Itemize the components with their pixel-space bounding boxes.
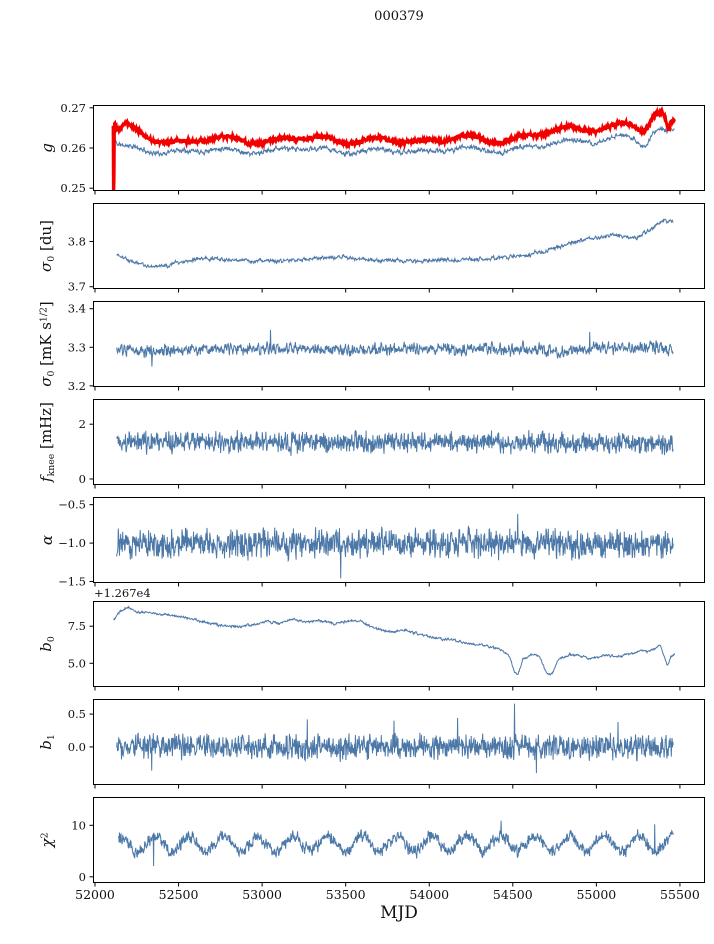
subplot-sigma0-du: σ0 [du] 3.7 3.8 xyxy=(37,203,705,294)
y-tick-label: 3.4 xyxy=(68,302,86,316)
y-axis-label-g: g xyxy=(38,143,56,153)
y-tick-label: 2 xyxy=(79,417,86,431)
y-tick-label: 0.25 xyxy=(60,181,86,195)
subplot-chi2: χ2 0 10 52000 52500 53000 53500 54000 54500 5500… xyxy=(38,797,705,902)
y-tick-label: −1.5 xyxy=(58,574,86,588)
y-axis-label-chi2: χ2 xyxy=(38,832,56,848)
y-tick-label: −1.0 xyxy=(58,536,86,550)
y-tick-label: 0 xyxy=(79,870,86,884)
x-tick-label: 52000 xyxy=(75,887,115,902)
x-tick-label: 55000 xyxy=(576,887,616,902)
y-tick-label: 10 xyxy=(71,818,86,832)
y-axis-label-fknee: fknee [mHz] xyxy=(37,402,57,482)
subplot-b1: b1 0.0 0.5 xyxy=(37,699,705,789)
series-b1 xyxy=(116,703,674,774)
y-tick-label: 3.3 xyxy=(68,340,86,354)
x-tick-label: 54500 xyxy=(493,887,533,902)
plot-area-b1: 0.0 0.5 xyxy=(68,699,705,789)
series-g-raw xyxy=(113,125,675,158)
y-axis-label-sigma0-du: σ0 [du] xyxy=(37,220,57,272)
y-axis-label-sigma0-mks: σ0 [mK s1/2] xyxy=(37,301,57,387)
subplot-sigma0-mks: σ0 [mK s1/2] 3.2 3.3 3.4 xyxy=(37,301,705,393)
x-tick-label: 52500 xyxy=(159,887,199,902)
series-chi2 xyxy=(117,820,674,867)
x-tick-label: 53500 xyxy=(326,887,366,902)
y-tick-label: −0.5 xyxy=(58,498,86,512)
plot-area-b0: 5.0 7.5 xyxy=(68,601,705,691)
y-axis-label-b0: b0 xyxy=(37,636,57,652)
y-tick-label: 3.2 xyxy=(68,379,86,393)
subplot-alpha: α −0.5 −1.0 −1.5 xyxy=(38,497,705,588)
series-sigma0-du xyxy=(116,218,674,269)
series-sigma0-mks xyxy=(116,329,674,367)
series-alpha xyxy=(116,513,674,579)
series-fknee xyxy=(116,429,674,456)
figure-title: 000379 xyxy=(374,9,424,24)
y-axis-label-b1: b1 xyxy=(37,734,57,750)
subplot-g: g 0.25 0.26 0.27 xyxy=(38,101,705,195)
plot-area-fknee: 02 xyxy=(79,399,705,489)
series-b0 xyxy=(113,605,676,676)
x-tick-label: 53000 xyxy=(242,887,282,902)
y-tick-label: 0.5 xyxy=(68,707,86,721)
y-axis-label-alpha: α xyxy=(38,534,56,546)
y-tick-label: 3.7 xyxy=(68,280,86,294)
y-tick-label: 5.0 xyxy=(68,656,86,670)
x-tick-label: 54000 xyxy=(409,887,449,902)
y-tick-label: 0.0 xyxy=(68,740,86,754)
x-tick-label: 55500 xyxy=(660,887,700,902)
y-tick-label: 3.8 xyxy=(68,234,86,248)
y-tick-label: 0.27 xyxy=(60,101,86,115)
plot-area-g-raw: 0.25 0.26 0.27 xyxy=(60,101,705,195)
plot-area-sigma0-du: 3.7 3.8 xyxy=(68,203,705,294)
axis-offset-text: +1.267e4 xyxy=(94,586,151,600)
y-tick-label: 7.5 xyxy=(68,619,86,633)
plot-area-chi2: 0 10 52000 52500 53000 53500 54000 54500 55000 55… xyxy=(71,797,705,902)
subplot-b0: b0 5.0 7.5 xyxy=(37,601,705,691)
plot-area-alpha: −0.5 −1.0 −1.5 xyxy=(58,497,705,588)
plot-area-sigma0-mks: 3.2 3.3 3.4 xyxy=(68,301,705,393)
y-tick-label: 0.26 xyxy=(60,141,86,155)
series-g-smoothed xyxy=(111,105,676,191)
x-axis-label: MJD xyxy=(380,903,418,923)
y-tick-label: 0 xyxy=(79,472,86,486)
